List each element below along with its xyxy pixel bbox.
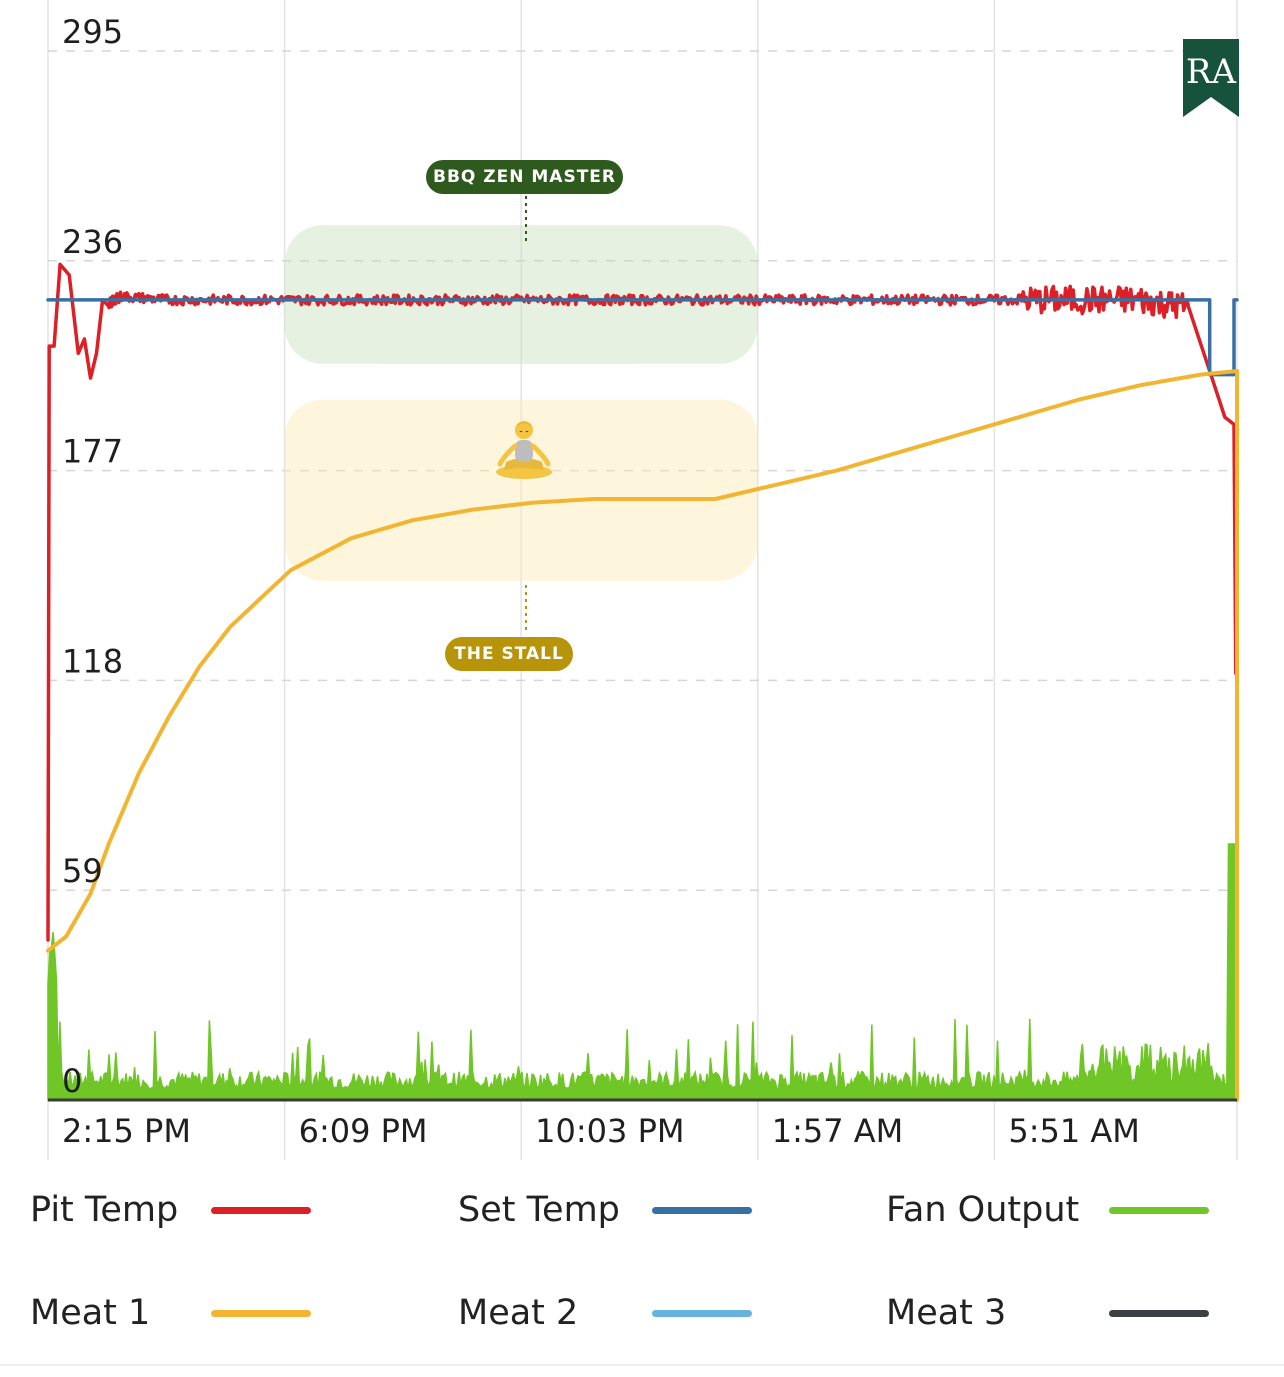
fan-output-line — [47, 843, 1238, 1101]
legend-item-meat-2: Meat 2 — [458, 1293, 578, 1333]
divider — [0, 1364, 1284, 1366]
x-tick-label: 5:51 AM — [1008, 1112, 1140, 1150]
legend-label: Fan Output — [886, 1190, 1080, 1230]
x-tick-label: 6:09 PM — [299, 1112, 428, 1150]
y-tick-label: 118 — [62, 642, 123, 680]
chart-area: 295 236 177 118 59 0 2:15 PM 6:09 PM 10:03 PM 1:5… — [46, 0, 1239, 1160]
series-line-pit-temp — [46, 262, 1239, 942]
y-tick-label: 177 — [62, 433, 123, 471]
legend-label: Meat 2 — [458, 1293, 579, 1333]
logo-text: RA — [1186, 52, 1237, 92]
legend-item-set-temp: Set Temp — [458, 1190, 620, 1230]
fan-output-series — [47, 843, 1238, 1101]
ra-bookmark-logo: RA — [1183, 39, 1239, 117]
legend-label: Meat 3 — [886, 1293, 1007, 1333]
annotation-zone — [284, 399, 758, 581]
legend-swatch-meat-2 — [652, 1310, 752, 1317]
legend-swatch-meat-3 — [1109, 1310, 1209, 1317]
legend-label: Meat 1 — [30, 1293, 151, 1333]
axis-labels: 295 236 177 118 59 0 2:15 PM 6:09 PM 10:03 PM 1:5… — [62, 13, 1140, 1150]
y-tick-label: 0 — [62, 1062, 82, 1100]
legend-label: Set Temp — [458, 1190, 620, 1230]
series-line-set-temp — [46, 298, 1239, 377]
y-tick-label: 59 — [62, 852, 103, 890]
y-tick-label: 295 — [62, 13, 123, 51]
temperature-chart: 295 236 177 118 59 0 2:15 PM 6:09 PM 10:03 PM 1:5… — [46, 0, 1239, 1160]
legend-label: Pit Temp — [30, 1190, 179, 1230]
legend-swatch-pit-temp — [211, 1207, 311, 1214]
chart-legend: Pit Temp Set Temp Fan Output Meat 1 Meat… — [0, 1160, 1284, 1365]
legend-swatch-set-temp — [652, 1207, 752, 1214]
legend-item-fan-output: Fan Output — [886, 1190, 1079, 1230]
legend-item-meat-3: Meat 3 — [886, 1293, 1006, 1333]
person-in-lotus-position-icon — [496, 421, 552, 479]
legend-swatch-meat-1 — [211, 1310, 311, 1317]
x-tick-label: 1:57 AM — [772, 1112, 904, 1150]
legend-swatch-fan-output — [1109, 1207, 1209, 1214]
series-line-meat-1 — [46, 369, 1239, 1102]
legend-item-pit-temp: Pit Temp — [30, 1190, 178, 1230]
annotation-zone — [284, 225, 758, 364]
stall-annotation-label: THE STALL — [445, 637, 573, 671]
y-tick-label: 236 — [62, 223, 123, 261]
legend-item-meat-1: Meat 1 — [30, 1293, 150, 1333]
temperature-series — [46, 262, 1239, 1102]
x-tick-label: 2:15 PM — [62, 1112, 191, 1150]
annotation-zones — [284, 196, 758, 633]
zen-master-annotation-label: BBQ ZEN MASTER — [426, 160, 623, 194]
x-tick-label: 10:03 PM — [535, 1112, 684, 1150]
